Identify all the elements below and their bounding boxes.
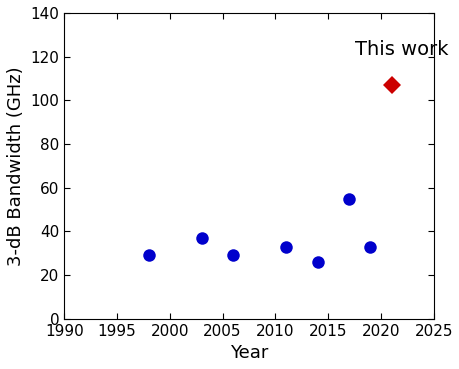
Text: This work: This work — [354, 40, 447, 59]
Y-axis label: 3-dB Bandwidth (GHz): 3-dB Bandwidth (GHz) — [7, 66, 25, 266]
X-axis label: Year: Year — [230, 344, 268, 362]
